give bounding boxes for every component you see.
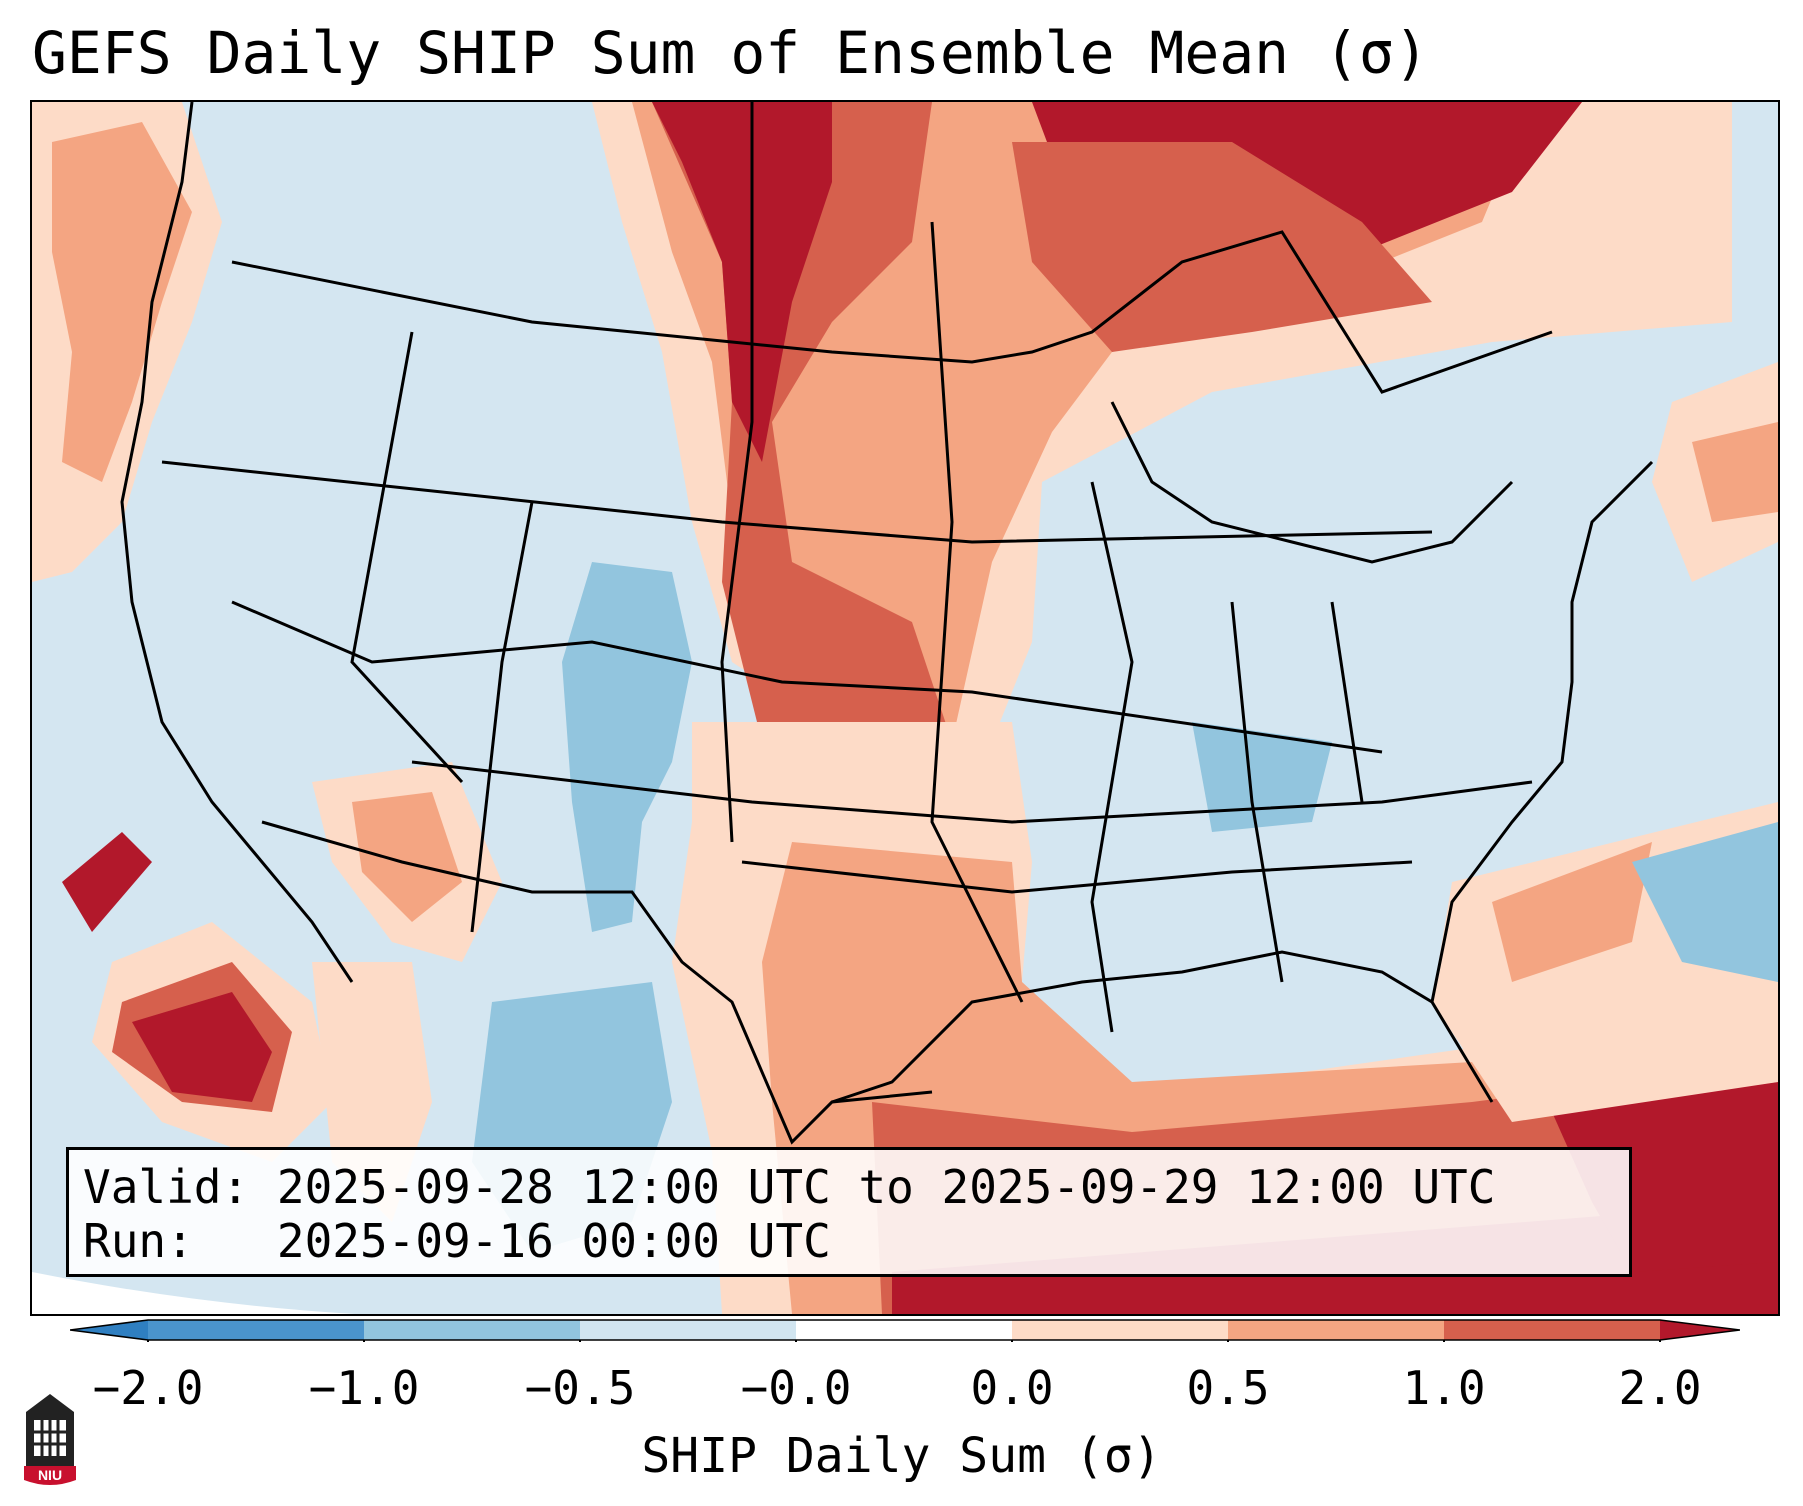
colorbar-tick-label: 0.5 xyxy=(1186,1361,1270,1415)
state-line-4 xyxy=(930,221,1024,1003)
run-value: 2025-09-16 00:00 UTC xyxy=(276,1214,831,1268)
logo-text: NIU xyxy=(38,1467,62,1483)
colorbar-tick-label: −1.0 xyxy=(308,1361,420,1415)
field-region-southwest-orange xyxy=(352,792,462,922)
colorbar-segment-neg05-0 xyxy=(580,1320,796,1340)
map-boundary-edge xyxy=(32,1272,632,1314)
valid-label: Valid: xyxy=(83,1160,250,1214)
colorbar-segment-05-1 xyxy=(1228,1320,1444,1340)
state-line-1 xyxy=(350,331,464,784)
colorbar-segment-neg2-neg1 xyxy=(148,1320,364,1340)
colorbar-segment-above-2 xyxy=(1660,1320,1740,1340)
field-region-pacific-blob-darkred xyxy=(132,992,272,1102)
colorbar-segment-neg1-neg05 xyxy=(364,1320,580,1340)
state-line-3 xyxy=(720,102,754,843)
colorbar-tick-marks xyxy=(147,1340,1661,1342)
state-line-7 xyxy=(1330,601,1364,803)
field-region-pacific-spot-darkred xyxy=(62,832,152,932)
field-region-north-darkred xyxy=(652,102,832,462)
colorbar-tick-label: −0.0 xyxy=(740,1361,852,1415)
great-lakes-line xyxy=(1110,401,1514,564)
run-label: Run: xyxy=(83,1214,194,1268)
colorbar-tick-label: −0.5 xyxy=(524,1361,636,1415)
colorbar-segment-1-2 xyxy=(1444,1320,1660,1340)
map-panel xyxy=(30,100,1780,1316)
west-coast-line xyxy=(120,102,354,983)
field-region-atlantic-orange xyxy=(1492,842,1652,982)
valid-run-info-box: Valid: 2025-09-28 12:00 UTC to 2025-09-2… xyxy=(66,1147,1632,1277)
state-line-8 xyxy=(161,460,1433,544)
east-coast-line xyxy=(1430,460,1654,1003)
colorbar-segment-0-05 xyxy=(1012,1320,1228,1340)
ship-field-map xyxy=(32,102,1778,1314)
state-line-9 xyxy=(231,600,1383,754)
colorbar-tick-label: −2.0 xyxy=(92,1361,204,1415)
colorbar-tick-label: 0.0 xyxy=(970,1361,1054,1415)
state-line-2 xyxy=(470,501,534,933)
valid-time-line: Valid: 2025-09-28 12:00 UTC to 2025-09-2… xyxy=(83,1160,1615,1214)
colorbar-label: SHIP Daily Sum (σ) xyxy=(641,1428,1162,1484)
colorbar-segment-below-neg2 xyxy=(70,1320,148,1340)
field-region-pacific-orange xyxy=(52,122,192,482)
state-line-11 xyxy=(741,860,1413,894)
canada-border-line xyxy=(231,230,1553,394)
colorbar-tick-label: 1.0 xyxy=(1402,1361,1486,1415)
colorbar xyxy=(70,1319,1740,1342)
field-region-tennessee-cool xyxy=(1192,722,1332,832)
field-region-northeast-orange xyxy=(1692,422,1778,522)
gulf-coast-line xyxy=(831,950,1494,1104)
state-line-5 xyxy=(1090,481,1134,1033)
colorbar-tick-label: 2.0 xyxy=(1618,1361,1702,1415)
colorbar-segment-zero xyxy=(796,1320,1012,1340)
mexico-border-line xyxy=(261,820,933,1145)
map-title: GEFS Daily SHIP Sum of Ensemble Mean (σ) xyxy=(32,19,1429,87)
field-region-atlantic-cool xyxy=(1632,822,1778,982)
state-line-10 xyxy=(411,760,1533,824)
boundary-lines xyxy=(120,102,1654,1145)
run-time-line: Run: 2025-09-16 00:00 UTC xyxy=(83,1214,1615,1268)
state-line-6 xyxy=(1230,601,1284,983)
niu-logo-icon: NIU xyxy=(24,1394,76,1485)
valid-value: 2025-09-28 12:00 UTC to 2025-09-29 12:00… xyxy=(276,1160,1496,1214)
field-region-canada-red xyxy=(1012,142,1432,352)
field-region-rockies-cool xyxy=(562,562,692,932)
